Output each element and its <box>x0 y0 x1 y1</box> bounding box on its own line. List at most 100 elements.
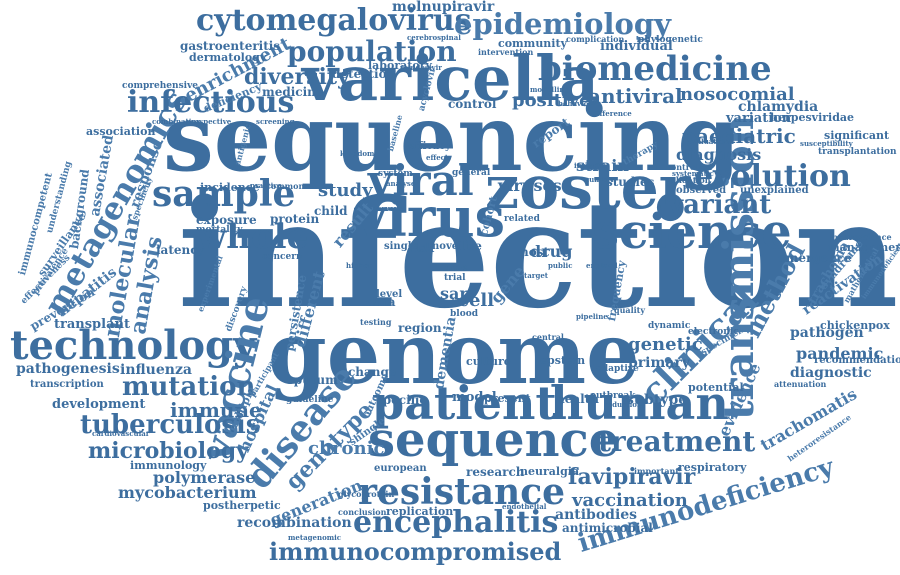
word-sample: sample <box>152 173 296 215</box>
word-modelling: modelling <box>530 85 570 94</box>
word-intervention: intervention <box>478 47 534 57</box>
word-data: data <box>366 295 396 309</box>
word-immunology: immunology <box>130 459 207 472</box>
word-positive: positive <box>512 90 591 111</box>
word-care: care <box>452 295 469 304</box>
word-systematic: systematic <box>672 169 714 178</box>
word-practice: practice <box>250 181 282 190</box>
word-management: management <box>828 241 900 254</box>
word-phylogenetic: phylogenetic <box>638 35 703 45</box>
word-individual: individual <box>600 39 673 54</box>
word-mycobacterium: mycobacterium <box>118 483 257 502</box>
word-latency: latency <box>156 243 205 257</box>
word-system: system <box>378 169 413 179</box>
word-mortality: mortality <box>196 225 243 235</box>
word-chlamydia: chlamydia <box>738 99 819 115</box>
word-pipeline: pipeline <box>576 312 608 321</box>
word-controlled: controlled <box>666 162 713 172</box>
word-validation: validation <box>666 175 711 185</box>
word-nosocomial: nosocomial <box>680 84 795 105</box>
word-chronic: chronic <box>308 438 385 459</box>
word-antimicrobial: antimicrobial <box>562 521 653 535</box>
word-microbiology: microbiology <box>88 438 249 464</box>
word-life: life <box>460 239 482 253</box>
word-effect: effect <box>426 153 449 162</box>
word-gastroenteritis: gastroenteritis <box>180 39 281 53</box>
word-studies: studies <box>606 175 655 189</box>
word-association: association <box>86 125 156 138</box>
word-novel: novel <box>432 241 462 252</box>
word-strain: strain <box>576 156 629 175</box>
word-nervous: nervous <box>372 204 403 213</box>
word-observed: observed <box>676 185 727 196</box>
word-conclusion: conclusion <box>338 507 387 517</box>
word-guideline: guideline <box>286 395 334 405</box>
word-community: community <box>498 37 567 50</box>
word-transplantation: transplantation <box>818 147 897 157</box>
word-detection: detection <box>332 67 396 81</box>
word-molnupiravir: molnupiravir <box>392 0 495 15</box>
word-respiratory: respiratory <box>678 461 747 474</box>
word-sequence: sequence <box>368 412 620 468</box>
word-host: host <box>520 245 550 259</box>
word-genome: genome <box>268 304 640 403</box>
word-epstein: epstein <box>540 354 586 367</box>
word-mutation: mutation <box>122 372 256 402</box>
word-general: general <box>452 168 491 178</box>
word-time: time <box>442 263 468 274</box>
word-evolution: evolution <box>694 159 851 194</box>
word-tuberculosis: tuberculosis <box>80 410 261 440</box>
word-chickenpox: chickenpox <box>820 319 890 332</box>
word-antibodies: antibodies <box>555 507 638 523</box>
word-trial: trial <box>444 273 466 283</box>
word-present: present <box>484 392 531 405</box>
word-single: single <box>384 241 418 252</box>
word-viruses: viruses <box>498 176 562 195</box>
word-recommendation: recommendation <box>814 355 900 366</box>
word-transcription: transcription <box>30 379 104 390</box>
word-viral: viral <box>368 156 474 205</box>
word-paediatric: paediatric <box>682 124 796 148</box>
word-significant: significant <box>824 129 890 142</box>
word-treatment: treatment <box>598 425 756 458</box>
word-child: child <box>314 204 348 218</box>
word-incidence: incidence <box>200 181 260 194</box>
word-diagnostic: diagnostic <box>790 365 872 381</box>
word-remdesivir: remdesivir <box>400 63 442 72</box>
word-related: related <box>504 214 540 224</box>
word-development: development <box>52 397 146 412</box>
word-unexplained: unexplained <box>740 185 809 196</box>
word-encephalitis: encephalitis <box>353 505 559 540</box>
word-complication: complication <box>566 34 625 44</box>
word-polymerase: polymerase <box>153 468 256 487</box>
word-variant: variant <box>668 190 772 220</box>
word-protein: protein <box>270 212 320 226</box>
word-varicella: varicella <box>302 42 599 115</box>
word-model: model <box>452 390 497 405</box>
word-pandemic: pandemic <box>796 344 884 363</box>
word-cerebrospinal: cerebrospinal <box>407 33 461 42</box>
word-cell: cell <box>458 290 495 311</box>
word-specific: specific <box>376 393 427 407</box>
word-science: science <box>592 204 792 260</box>
word-central: central <box>532 332 564 342</box>
word-efficacy: efficacy <box>408 141 451 152</box>
word-england: england <box>586 261 618 270</box>
word-susceptibility: susceptibility <box>800 139 853 148</box>
word-screening: screening <box>256 117 295 126</box>
word-important: important <box>634 466 680 476</box>
word-internal: internal <box>574 161 606 170</box>
word-favipiravir: favipiravir <box>568 464 696 490</box>
word-influenza: influenza <box>120 362 192 378</box>
word-adaptive: adaptive <box>596 364 639 374</box>
word-pathogen: pathogen <box>790 325 864 341</box>
word-human: human <box>550 376 729 430</box>
word-metagenomic: metagenomic <box>288 533 342 542</box>
word-postherpetic: postherpetic <box>203 499 281 512</box>
word-vaccination: vaccination <box>572 490 688 511</box>
word-infectious: infectious <box>127 85 295 120</box>
word-potential: potential <box>688 381 744 394</box>
word-reduction: reduction <box>604 400 643 409</box>
word-infection: infection <box>178 167 899 341</box>
